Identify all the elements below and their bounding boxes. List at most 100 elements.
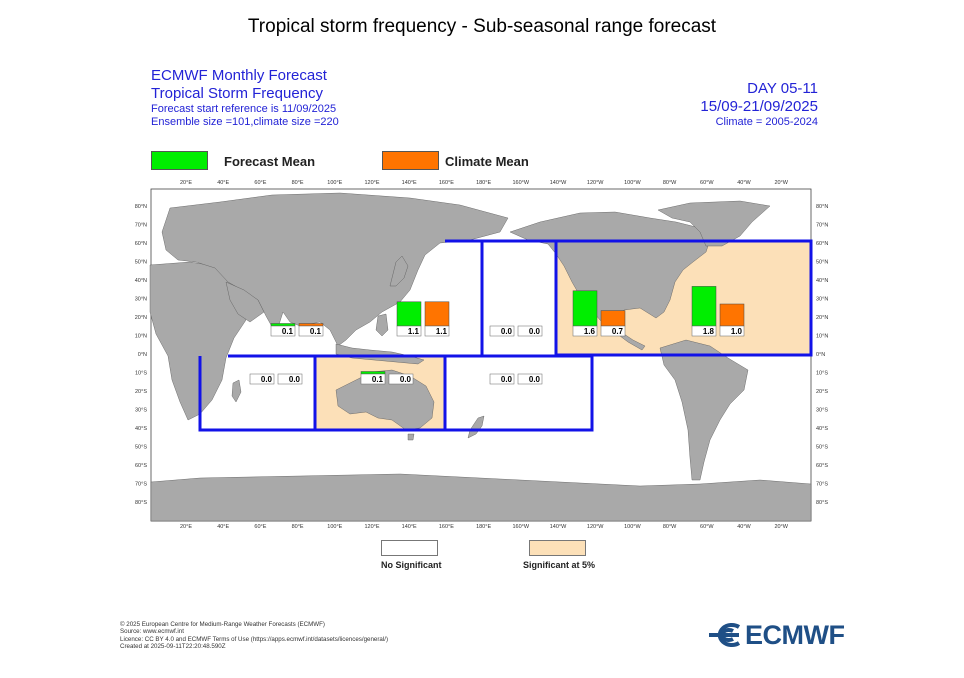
climate-value-box (517, 325, 543, 337)
ecmwf-logo-icon (709, 623, 741, 647)
lat-tick-right: 50°S (816, 445, 828, 451)
forecast-value-label: 0.0 (501, 375, 513, 384)
lon-tick-bottom: 20°W (774, 524, 788, 530)
header-parameter: Tropical Storm Frequency (151, 85, 324, 102)
ecmwf-logo: ECMWF (703, 619, 845, 650)
lon-tick-top: 80°E (292, 180, 304, 186)
australia-landmass (335, 369, 435, 431)
forecast-value-box (249, 373, 275, 385)
forecast-value-box (270, 325, 296, 337)
ecmwf-logo-text: ECMWF (745, 619, 845, 650)
lon-tick-top: 20°W (774, 180, 788, 186)
footer-created: Created at 2025-09-11T22:20:48.590Z (120, 642, 226, 650)
forecast-value-label: 1.1 (408, 327, 420, 336)
climate-mean-label: Climate Mean (445, 154, 529, 169)
lon-tick-top: 120°E (364, 180, 379, 186)
lon-tick-bottom: 80°E (292, 524, 304, 530)
lon-tick-bottom: 80°W (663, 524, 677, 530)
lon-tick-top: 160°W (513, 180, 530, 186)
climate-value-label: 0.0 (529, 375, 541, 384)
footer-copyright: © 2025 European Centre for Medium-Range … (120, 621, 325, 628)
lon-tick-top: 60°E (254, 180, 266, 186)
antarctica-landmass (150, 473, 812, 522)
map-tick-labels: 20°E 20°E 40°E 40°E 60°E 60°E 80°E 80°E 100°E 100… (135, 180, 829, 530)
lat-tick-right: 0°N (816, 352, 825, 358)
forecast-value-label: 1.8 (703, 327, 715, 336)
lon-tick-top: 140°E (402, 180, 417, 186)
lat-tick-right: 50°N (816, 260, 828, 266)
lat-tick-right: 10°S (816, 371, 828, 377)
header-start-date: Forecast start reference is 11/09/2025 (151, 103, 337, 115)
climate-value-label: 0.0 (400, 375, 412, 384)
climate-value-label: 1.1 (436, 327, 448, 336)
header-date-range: 15/09-21/09/2025 (700, 98, 818, 115)
header-product-title: ECMWF Monthly Forecast (151, 67, 327, 84)
lat-tick-left: 70°N (135, 223, 147, 229)
lon-tick-bottom: 20°E (180, 524, 192, 530)
arabia-landmass (225, 281, 265, 323)
lon-tick-bottom: 120°E (364, 524, 379, 530)
lon-tick-top: 140°W (550, 180, 567, 186)
lon-tick-top: 40°E (217, 180, 229, 186)
tasmania-landmass (407, 433, 415, 441)
storm-frequency-bars: 0.1 0.1 1.1 1.1 0.0 0.0 1.6 0.7 1.8 1.0 0.0 0.0 0.1 0… (249, 286, 745, 385)
significant-label: Significant at 5% (523, 560, 596, 570)
region-boundaries (198, 239, 813, 432)
forecast-value-box (572, 325, 598, 337)
footer-licence: Licence: CC BY 4.0 and ECMWF Terms of Us… (120, 635, 389, 643)
forecast-bar (360, 371, 386, 375)
forecast-value-label: 0.1 (372, 375, 384, 384)
lat-tick-right: 30°S (816, 408, 828, 414)
climate-value-label: 0.0 (289, 375, 301, 384)
climate-value-box (517, 373, 543, 385)
forecast-mean-label: Forecast Mean (224, 154, 316, 169)
climate-bar (298, 323, 324, 327)
forecast-value-box (396, 325, 422, 337)
lon-tick-bottom: 60°E (254, 524, 266, 530)
lat-tick-right: 60°N (816, 241, 828, 247)
madagascar-landmass (231, 379, 242, 403)
lat-tick-left: 20°S (135, 389, 147, 395)
lon-tick-bottom: 100°W (624, 524, 641, 530)
lat-tick-left: 0°N (138, 352, 147, 358)
south-west-pacific-region-border (445, 354, 594, 432)
lat-tick-right: 80°N (816, 204, 828, 210)
header-ensemble-size: Ensemble size =101,climate size =220 (151, 116, 339, 128)
philippines-landmass (375, 313, 389, 337)
forecast-mean-swatch (151, 151, 208, 170)
footer-credits: © 2025 European Centre for Medium-Range … (120, 621, 388, 650)
lat-tick-right: 70°S (816, 482, 828, 488)
lat-tick-left: 30°S (135, 408, 147, 414)
lat-tick-right: 70°N (816, 223, 828, 229)
lon-tick-bottom: 100°E (327, 524, 342, 530)
north-america-landmass (509, 211, 711, 351)
climate-value-label: 0.1 (310, 327, 322, 336)
forecast-value-label: 1.6 (584, 327, 596, 336)
land-masses (149, 192, 812, 522)
eastern-north-pacific-atlantic-region-border (554, 239, 813, 357)
footer-source: Source: www.ecmwf.int (120, 628, 184, 636)
lat-tick-left: 40°S (135, 426, 147, 432)
lon-tick-bottom: 60°W (700, 524, 714, 530)
lat-tick-left: 70°S (135, 482, 147, 488)
climate-value-label: 0.7 (612, 327, 624, 336)
lat-tick-left: 80°N (135, 204, 147, 210)
no-significant-label: No Significant (381, 560, 442, 570)
climate-value-box (277, 373, 303, 385)
japan-landmass (389, 255, 409, 287)
eurasia-landmass (161, 192, 509, 347)
climate-value-label: 0.0 (529, 327, 541, 336)
significant-swatch (529, 540, 586, 556)
lat-tick-right: 20°S (816, 389, 828, 395)
forecast-value-box (360, 373, 386, 385)
forecast-value-label: 0.1 (282, 327, 294, 336)
forecast-value-box (691, 325, 717, 337)
lon-tick-top: 100°E (327, 180, 342, 186)
lat-tick-left: 20°N (135, 315, 147, 321)
lat-tick-left: 10°S (135, 371, 147, 377)
lon-tick-top: 20°E (180, 180, 192, 186)
lon-tick-top: 60°W (700, 180, 714, 186)
lat-tick-left: 40°N (135, 278, 147, 284)
lat-tick-right: 20°N (816, 315, 828, 321)
page-title: Tropical storm frequency - Sub-seasonal … (247, 16, 717, 37)
